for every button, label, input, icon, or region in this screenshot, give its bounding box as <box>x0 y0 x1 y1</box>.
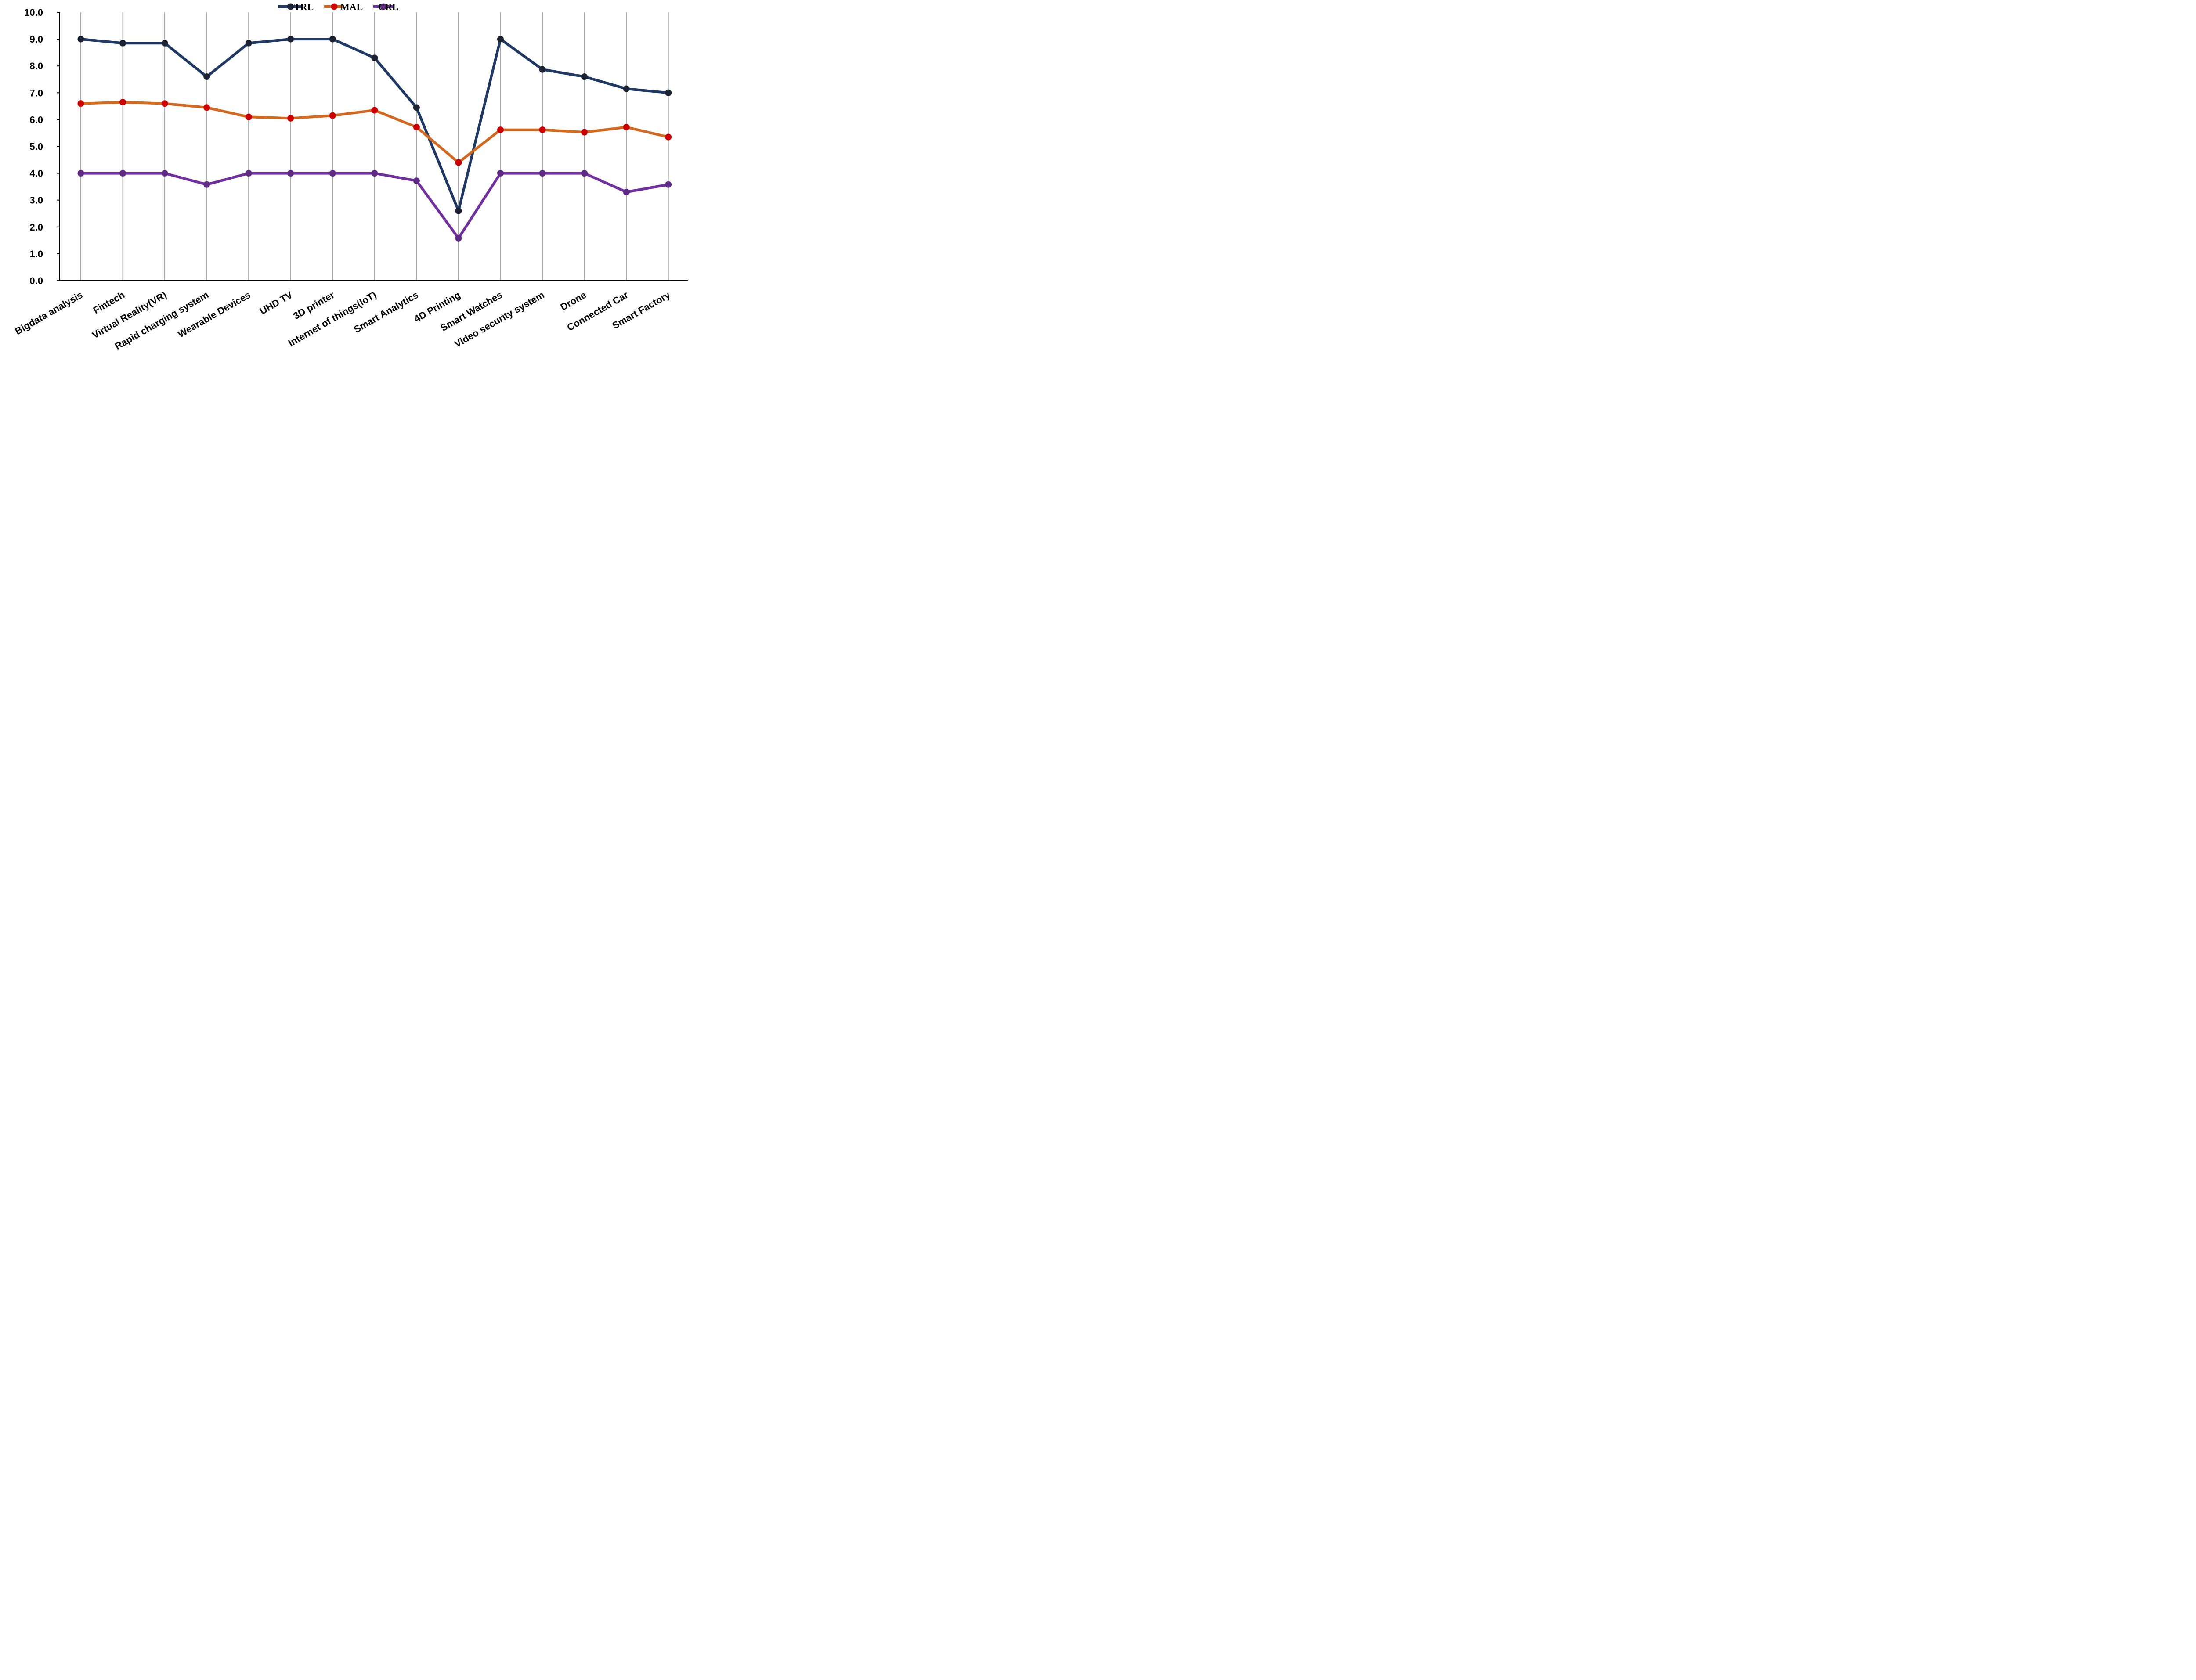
data-point-mal <box>77 100 84 107</box>
data-point-trl <box>497 36 504 43</box>
data-point-mal <box>371 107 378 114</box>
legend-label-crl: CRL <box>378 1 398 12</box>
x-category-label: Wearable Devices <box>176 289 252 340</box>
data-point-mal <box>539 126 546 133</box>
data-point-trl <box>581 73 588 80</box>
y-tick-label: 7.0 <box>29 87 43 98</box>
y-tick-label: 6.0 <box>29 114 43 125</box>
data-point-trl <box>245 40 252 47</box>
data-point-mal <box>413 124 420 131</box>
y-tick-label: 9.0 <box>29 34 43 45</box>
data-point-trl <box>623 85 630 92</box>
data-point-mal <box>623 124 630 131</box>
y-tick-label: 1.0 <box>29 249 43 260</box>
data-point-trl <box>665 89 672 96</box>
data-point-trl <box>77 36 84 43</box>
y-tick-label: 4.0 <box>29 168 43 179</box>
y-tick-label: 5.0 <box>29 141 43 152</box>
data-point-crl <box>119 170 126 177</box>
data-point-mal <box>119 99 126 106</box>
data-point-crl <box>539 170 546 177</box>
data-point-crl <box>623 188 630 195</box>
y-tick-label: 10.0 <box>24 7 43 18</box>
data-point-mal <box>245 113 252 120</box>
series-points <box>77 36 672 242</box>
line-chart: 0.0 1.0 2.0 3.0 4.0 5.0 6.0 7.0 8.0 9.0 10.0 Bigda… <box>13 1 688 352</box>
vertical-gridlines <box>80 12 669 281</box>
axes <box>59 12 688 281</box>
data-point-crl <box>245 170 252 177</box>
data-point-crl <box>455 234 462 242</box>
data-point-mal <box>329 112 336 119</box>
data-point-trl <box>539 66 546 73</box>
data-point-crl <box>413 177 420 184</box>
x-category-label: Drone <box>559 289 589 313</box>
data-point-mal <box>455 159 462 166</box>
legend-label-mal: MAL <box>340 1 363 12</box>
data-point-trl <box>413 104 420 111</box>
data-point-crl <box>161 170 168 177</box>
data-point-crl <box>287 170 294 177</box>
data-point-crl <box>497 170 504 177</box>
data-point-mal <box>497 126 504 133</box>
data-point-crl <box>329 170 336 177</box>
y-tick-label: 2.0 <box>29 222 43 233</box>
data-point-crl <box>665 181 672 188</box>
data-point-crl <box>203 181 210 188</box>
data-point-mal <box>203 104 210 111</box>
legend-marker-mal <box>331 3 338 10</box>
data-point-trl <box>161 40 168 47</box>
data-point-mal <box>287 115 294 122</box>
data-point-mal <box>665 133 672 141</box>
legend: TRL MAL CRL <box>278 1 398 12</box>
data-point-trl <box>371 54 378 61</box>
data-point-mal <box>161 100 168 107</box>
legend-marker-crl <box>380 3 387 10</box>
data-point-mal <box>581 129 588 136</box>
data-point-trl <box>455 207 462 214</box>
legend-label-trl: TRL <box>294 1 314 12</box>
y-tick-label: 8.0 <box>29 61 43 72</box>
data-point-trl <box>119 40 126 47</box>
data-point-trl <box>203 73 210 80</box>
data-point-crl <box>77 170 84 177</box>
y-tick-label: 0.0 <box>29 275 43 286</box>
x-category-label: Bigdata analysis <box>13 289 85 337</box>
data-point-crl <box>371 170 378 177</box>
data-point-crl <box>581 170 588 177</box>
x-category-label: UHD TV <box>258 289 295 317</box>
legend-marker-trl <box>287 3 294 10</box>
data-point-trl <box>329 36 336 43</box>
y-tick-label: 3.0 <box>29 195 43 206</box>
data-point-trl <box>287 36 294 43</box>
x-category-label: Fintech <box>91 289 126 316</box>
y-axis-ticks: 0.0 1.0 2.0 3.0 4.0 5.0 6.0 7.0 8.0 9.0 10.0 <box>24 7 60 286</box>
